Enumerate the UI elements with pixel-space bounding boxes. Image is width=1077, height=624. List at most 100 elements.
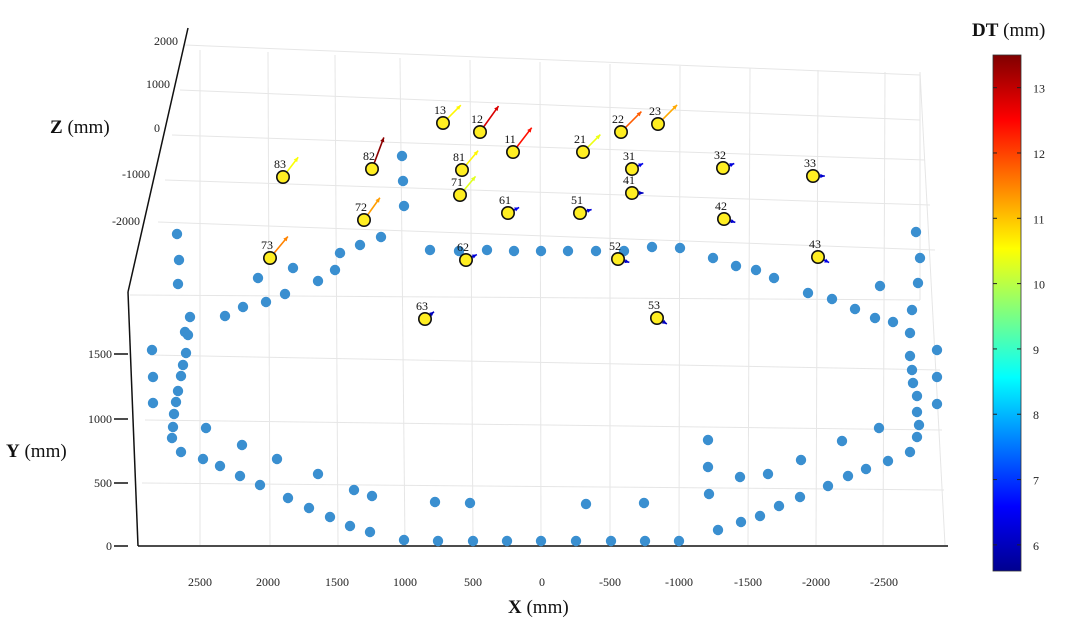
ring-marker xyxy=(168,408,180,420)
ring-marker xyxy=(508,245,520,257)
sensor-61: 61 xyxy=(499,193,520,221)
sensor-label: 82 xyxy=(363,149,375,163)
ring-marker xyxy=(453,245,465,257)
y-tick: 1500 xyxy=(88,347,112,361)
colorbar-tick-label: 12 xyxy=(1033,147,1045,161)
dt-arrowhead xyxy=(473,150,479,156)
sensor-label: 12 xyxy=(471,112,483,126)
ring-marker xyxy=(396,150,408,162)
sensor-label: 22 xyxy=(612,112,624,126)
dt-arrowhead xyxy=(527,127,532,133)
ring-marker xyxy=(735,516,747,528)
ring-marker xyxy=(424,244,436,256)
sensor-22: 22 xyxy=(612,111,642,140)
ring-marker xyxy=(580,498,592,510)
sensor-marker xyxy=(417,311,432,326)
dt-arrowhead xyxy=(730,219,736,224)
ring-marker xyxy=(703,488,715,500)
sensor-32: 32 xyxy=(714,148,735,176)
dt-arrowhead xyxy=(729,163,735,168)
z-axis-label: Z (mm) xyxy=(50,117,110,138)
sensor-label: 33 xyxy=(804,156,816,170)
ring-marker xyxy=(904,350,916,362)
colorbar-tick-label: 7 xyxy=(1033,474,1039,488)
colorbar: DT (mm) 13 12 11 10 9 8 7 6 xyxy=(972,20,1045,572)
ring-marker xyxy=(312,275,324,287)
sensor-label: 32 xyxy=(714,148,726,162)
ring-marker xyxy=(535,245,547,257)
sensor-62: 62 xyxy=(457,240,478,268)
ring-marker xyxy=(364,526,376,538)
y-tick: 500 xyxy=(94,476,112,490)
colorbar-tick-label: 8 xyxy=(1033,408,1039,422)
ring-marker xyxy=(432,535,444,547)
sensor-marker xyxy=(575,145,590,160)
z-tick: 0 xyxy=(154,121,160,135)
x-tick: -500 xyxy=(599,575,621,589)
sensor-52: 52 xyxy=(609,239,630,267)
ring-marker xyxy=(904,327,916,339)
ring-marker xyxy=(236,439,248,451)
ring-marker xyxy=(570,535,582,547)
sensor-label: 83 xyxy=(274,157,286,171)
sensor-12: 12 xyxy=(471,105,500,140)
ring-marker xyxy=(312,468,324,480)
plot-grid xyxy=(129,44,946,546)
dt-arrowhead xyxy=(514,207,520,212)
sensor-21: 21 xyxy=(574,132,601,160)
dt-arrowhead xyxy=(283,236,288,242)
ring-marker xyxy=(802,287,814,299)
ring-marker xyxy=(282,492,294,504)
sensor-13: 13 xyxy=(434,103,462,131)
sensor-marker xyxy=(624,162,639,177)
ring-marker xyxy=(904,446,916,458)
ring-marker xyxy=(590,245,602,257)
dt-arrowhead xyxy=(375,197,380,203)
ring-marker xyxy=(734,471,746,483)
ring-marker xyxy=(873,422,885,434)
dt-arrowhead xyxy=(638,163,644,168)
ring-marker xyxy=(822,480,834,492)
sensor-marker xyxy=(435,116,450,131)
colorbar-gradient xyxy=(992,54,1022,572)
dt-arrowhead xyxy=(293,157,299,163)
sensor-marker xyxy=(649,310,664,325)
ring-marker xyxy=(914,252,926,264)
x-tick: -2500 xyxy=(870,575,898,589)
ring-marker xyxy=(794,491,806,503)
sensor-marker xyxy=(715,161,730,176)
ring-marker xyxy=(638,497,650,509)
ring-marker xyxy=(464,497,476,509)
ring-marker xyxy=(842,470,854,482)
sensor-marker xyxy=(810,250,825,265)
sensor-label: 51 xyxy=(571,193,583,207)
colorbar-label: DT (mm) xyxy=(972,20,1045,41)
sensor-82: 82 xyxy=(363,137,385,177)
sensor-marker xyxy=(364,162,379,177)
ring-marker xyxy=(147,371,159,383)
sensor-label: 13 xyxy=(434,103,446,117)
sensor-label: 42 xyxy=(715,199,727,213)
sensor-label: 31 xyxy=(623,149,635,163)
z-tick: 1000 xyxy=(146,77,170,91)
ring-marker xyxy=(366,490,378,502)
z-tick: 2000 xyxy=(154,34,178,48)
dt-arrowhead xyxy=(586,208,592,213)
ring-marker xyxy=(287,262,299,274)
dt-arrow xyxy=(373,137,385,164)
ring-marker xyxy=(605,535,617,547)
y-tick: 1000 xyxy=(88,412,112,426)
sensor-label: 53 xyxy=(648,298,660,312)
ring-marker xyxy=(910,226,922,238)
dt-arrowhead xyxy=(661,319,667,324)
dt-arrowhead xyxy=(494,106,499,111)
dt-arrowhead xyxy=(429,311,434,317)
ring-marker xyxy=(906,304,918,316)
ring-marker xyxy=(170,396,182,408)
sensor-63: 63 xyxy=(416,299,435,326)
ring-marker xyxy=(260,296,272,308)
ring-marker xyxy=(795,454,807,466)
ring-marker xyxy=(860,463,872,475)
z-tick: -2000 xyxy=(112,214,140,228)
ring-marker xyxy=(673,535,685,547)
